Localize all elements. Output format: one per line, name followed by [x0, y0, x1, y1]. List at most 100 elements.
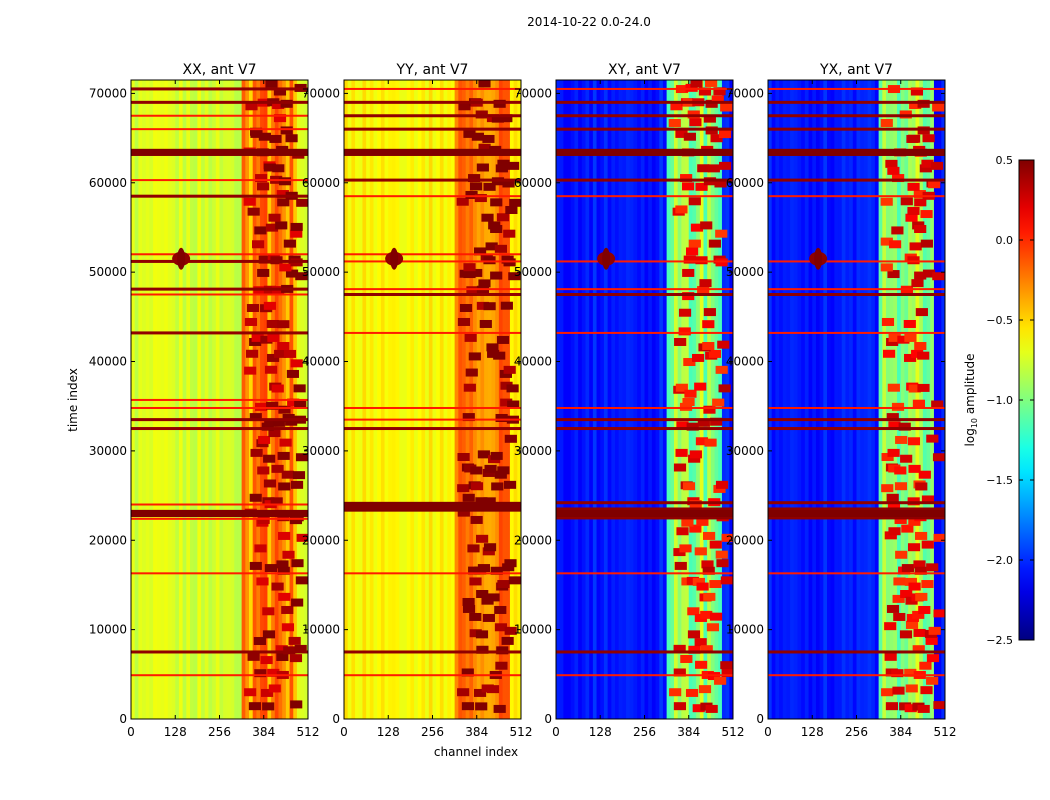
rfi-blob — [914, 342, 927, 350]
rfi-blob — [267, 353, 280, 362]
rfi-blob — [269, 134, 282, 143]
heatmap-column — [827, 80, 832, 719]
rfi-blob — [491, 482, 504, 491]
rfi-blob — [497, 466, 510, 475]
rfi-blob — [928, 626, 941, 635]
rfi-blob — [931, 161, 944, 170]
y-tick-label: 0 — [544, 712, 552, 726]
rfi-line — [344, 331, 521, 334]
heatmap-column — [410, 80, 415, 719]
rfi-blob — [277, 320, 290, 329]
rfi-blob — [470, 182, 483, 191]
rfi-blob — [486, 685, 500, 694]
rfi-blob — [485, 242, 498, 251]
rfi-blob — [905, 213, 918, 222]
rfi-blob — [675, 205, 688, 214]
rfi-blob — [277, 566, 290, 575]
rfi-line — [556, 406, 733, 409]
rfi-blob — [914, 198, 927, 207]
rfi-blob — [913, 560, 926, 569]
rfi-blob — [905, 684, 918, 693]
rfi-blob — [483, 543, 497, 552]
rfi-blob — [689, 450, 702, 459]
rfi-blob — [262, 702, 275, 711]
rfi-blob — [891, 669, 904, 678]
rfi-blob — [681, 518, 694, 527]
rfi-blob — [912, 399, 926, 408]
rfi-blob — [686, 422, 699, 431]
panel-1: YY, ant V7 0 128 256 384 512 0 10000 20000 30000 4… — [302, 62, 533, 739]
rfi-blob — [494, 470, 507, 479]
rfi-blob — [278, 482, 291, 491]
rfi-blob — [720, 661, 733, 670]
heatmap-column — [882, 80, 887, 719]
y-tick-label: 0 — [119, 712, 127, 726]
feature-core — [390, 247, 399, 270]
rfi-blob — [500, 398, 513, 407]
rfi-blob — [914, 566, 927, 575]
rfi-blob — [688, 454, 701, 463]
rfi-blob — [886, 604, 900, 613]
rfi-blob — [714, 676, 727, 685]
heatmap-column — [399, 80, 404, 719]
rfi-blob — [912, 610, 925, 619]
rfi-blob — [482, 468, 495, 477]
rfi-blob — [276, 652, 289, 661]
rfi-blob — [261, 422, 274, 431]
rfi-blob — [888, 527, 901, 536]
rfi-line — [556, 418, 733, 422]
rfi-blob — [702, 320, 715, 329]
rfi-blob — [892, 686, 905, 695]
panel-title: XX, ant V7 — [183, 62, 257, 78]
rfi-blob — [696, 582, 709, 591]
rfi-blob — [676, 527, 689, 536]
rfi-blob — [915, 531, 928, 540]
heatmap-column — [425, 80, 430, 719]
rfi-line — [556, 516, 733, 520]
rfi-blob — [294, 644, 307, 653]
rfi-blob — [257, 182, 270, 191]
rfi-line — [768, 427, 945, 431]
rfi-blob — [500, 114, 513, 123]
rfi-line — [768, 501, 945, 505]
heatmap-column — [703, 80, 708, 719]
rfi-blob — [886, 413, 899, 422]
rfi-blob — [881, 452, 894, 461]
rfi-blob — [914, 271, 927, 280]
rfi-blob — [276, 190, 289, 199]
rfi-blob — [290, 359, 303, 368]
heatmap-column — [878, 80, 883, 719]
rfi-blob — [246, 304, 260, 312]
heatmap-column — [662, 80, 668, 719]
x-tick-label: 384 — [465, 725, 488, 739]
rfi-blob — [278, 405, 291, 414]
rfi-line — [556, 178, 733, 182]
rfi-blob — [696, 517, 709, 526]
rfi-blob — [926, 434, 939, 443]
rfi-blob — [900, 590, 913, 598]
rfi-blob — [493, 351, 506, 360]
heatmap-column — [725, 80, 730, 719]
rfi-line — [556, 87, 733, 90]
heatmap-column — [377, 80, 382, 719]
rfi-blob — [704, 438, 717, 447]
rfi-blob — [464, 333, 477, 342]
rfi-blob — [254, 402, 268, 411]
rfi-line — [556, 100, 733, 104]
y-tick-label: 40000 — [726, 355, 764, 369]
rfi-blob — [908, 464, 921, 473]
rfi-blob — [700, 610, 713, 619]
rfi-line — [131, 331, 308, 335]
x-tick-label: 0 — [552, 725, 560, 739]
heatmap-column — [779, 80, 784, 719]
x-tick-label: 512 — [297, 725, 320, 739]
rfi-blob — [885, 702, 899, 711]
rfi-blob — [490, 451, 503, 460]
rfi-band — [131, 509, 308, 518]
rfi-blob — [277, 342, 290, 350]
heatmap-column — [600, 80, 605, 719]
heatmap-column — [615, 80, 620, 719]
rfi-blob — [476, 163, 489, 172]
heatmap-column — [439, 80, 445, 719]
rfi-blob — [880, 237, 893, 246]
